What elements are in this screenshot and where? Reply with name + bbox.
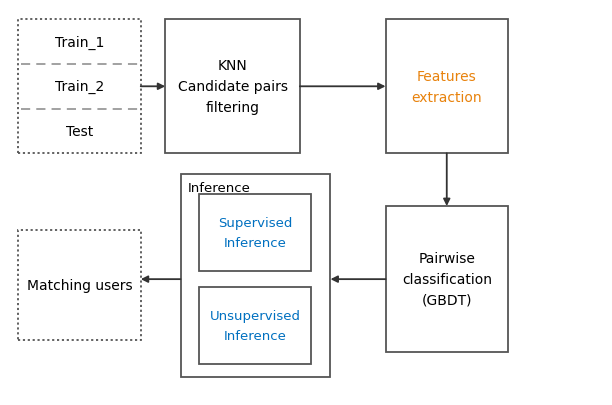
Text: Inference: Inference <box>223 329 286 342</box>
Bar <box>181 174 330 377</box>
Text: Candidate pairs: Candidate pairs <box>177 80 288 94</box>
Bar <box>18 20 141 154</box>
Text: Inference: Inference <box>188 181 251 194</box>
Text: Inference: Inference <box>223 236 286 249</box>
Text: classification: classification <box>401 273 492 286</box>
Text: (GBDT): (GBDT) <box>422 293 472 307</box>
Text: extraction: extraction <box>411 90 482 104</box>
Bar <box>386 207 508 352</box>
Text: Unsupervised: Unsupervised <box>209 310 300 323</box>
Text: KNN: KNN <box>218 59 247 73</box>
Bar <box>199 288 311 364</box>
Text: Matching users: Matching users <box>27 279 132 292</box>
Text: Train_1: Train_1 <box>55 36 104 49</box>
Bar <box>18 231 141 340</box>
Bar <box>199 194 311 271</box>
Text: Test: Test <box>66 125 93 139</box>
Bar <box>165 20 300 154</box>
Bar <box>386 20 508 154</box>
Text: Train_2: Train_2 <box>55 80 104 94</box>
Text: Supervised: Supervised <box>218 217 292 230</box>
Text: Features: Features <box>417 70 477 84</box>
Text: Pairwise: Pairwise <box>419 252 475 266</box>
Text: filtering: filtering <box>206 101 259 115</box>
